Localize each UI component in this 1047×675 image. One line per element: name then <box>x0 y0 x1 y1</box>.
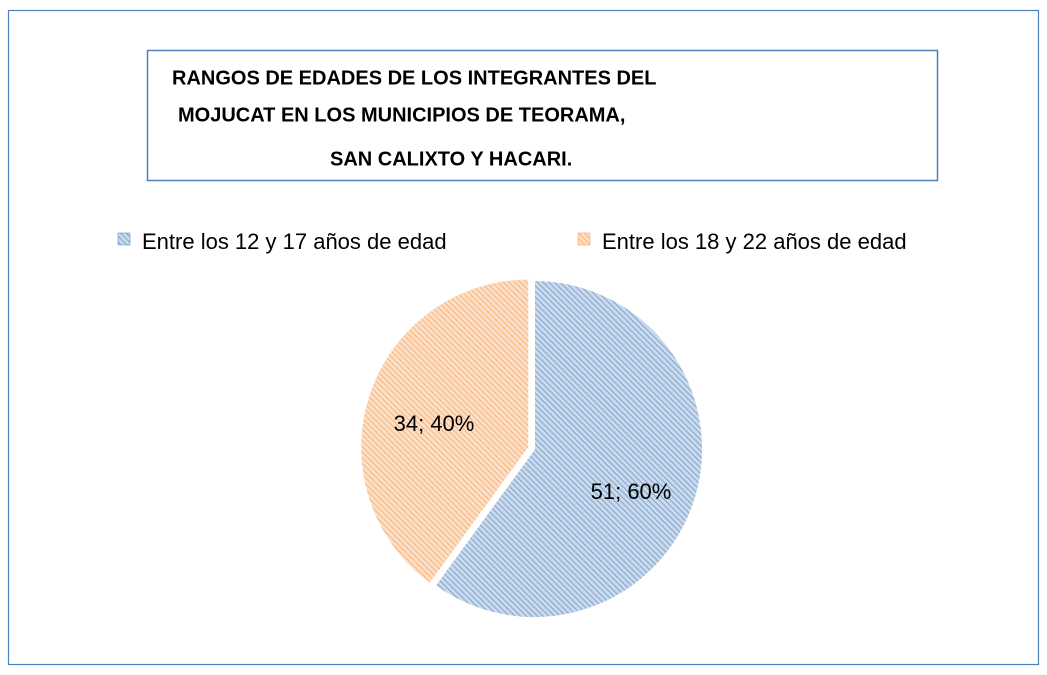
legend-label: Entre los 12 y 17 años de edad <box>142 229 447 254</box>
pie-slice <box>359 277 531 586</box>
chart-title: MOJUCAT EN LOS MUNICIPIOS DE TEORAMA, <box>178 104 625 126</box>
legend-label: Entre los 18 y 22 años de edad <box>602 229 907 254</box>
data-label: 34; 40% <box>394 411 475 436</box>
title-box <box>146 49 939 182</box>
legend-swatch <box>577 232 591 246</box>
data-label: 51; 60% <box>591 479 672 504</box>
pie-slice <box>433 278 704 619</box>
legend-swatch <box>117 232 131 246</box>
chart-title: RANGOS DE EDADES DE LOS INTEGRANTES DEL <box>172 67 657 89</box>
chart-title: SAN CALIXTO Y HACARI. <box>330 148 572 170</box>
